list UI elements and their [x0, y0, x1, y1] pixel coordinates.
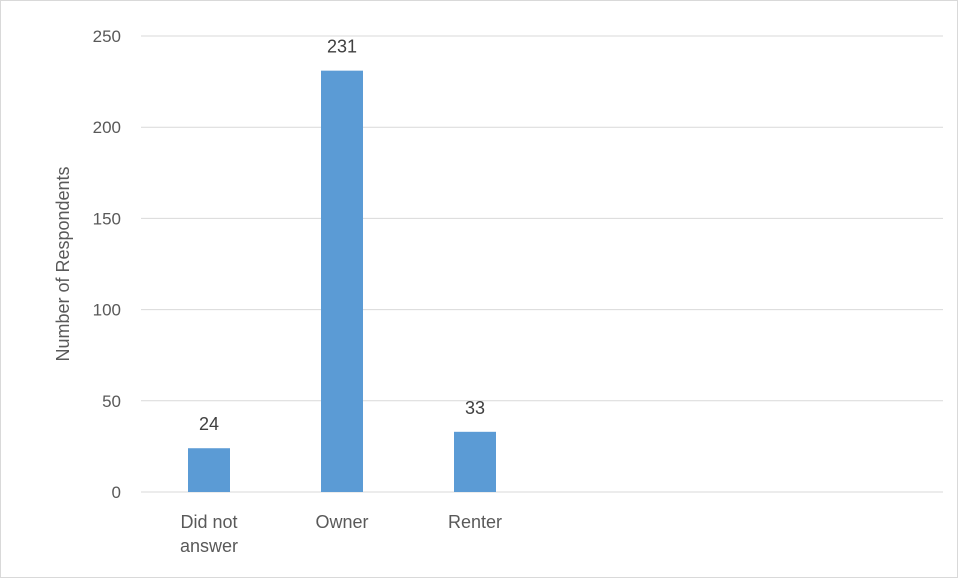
- x-axis-categories: Did not answer Owner Renter: [180, 512, 502, 556]
- y-axis-title: Number of Respondents: [53, 166, 73, 361]
- category-label-line: Owner: [315, 512, 368, 532]
- category-label: Owner: [315, 512, 368, 532]
- data-label: 33: [465, 398, 485, 418]
- category-label-line: answer: [180, 536, 238, 556]
- y-tick-label: 50: [102, 392, 121, 411]
- category-label: Did not answer: [180, 512, 238, 556]
- y-tick-label: 100: [93, 301, 121, 320]
- y-tick-label: 250: [93, 27, 121, 46]
- y-tick-label: 200: [93, 118, 121, 137]
- y-tick-label: 150: [93, 209, 121, 228]
- y-axis-ticks: 0 50 100 150 200 250: [93, 27, 121, 502]
- category-label-line: Did not: [180, 512, 237, 532]
- bars: [188, 70, 496, 492]
- gridlines: [141, 35, 943, 493]
- bar: [188, 448, 230, 492]
- data-label: 24: [199, 414, 219, 434]
- bar: [321, 70, 363, 492]
- bar: [454, 431, 496, 492]
- data-label: 231: [327, 37, 357, 57]
- category-label: Renter: [448, 512, 502, 532]
- y-tick-label: 0: [112, 483, 121, 502]
- data-labels: 24 231 33: [199, 37, 485, 435]
- category-label-line: Renter: [448, 512, 502, 532]
